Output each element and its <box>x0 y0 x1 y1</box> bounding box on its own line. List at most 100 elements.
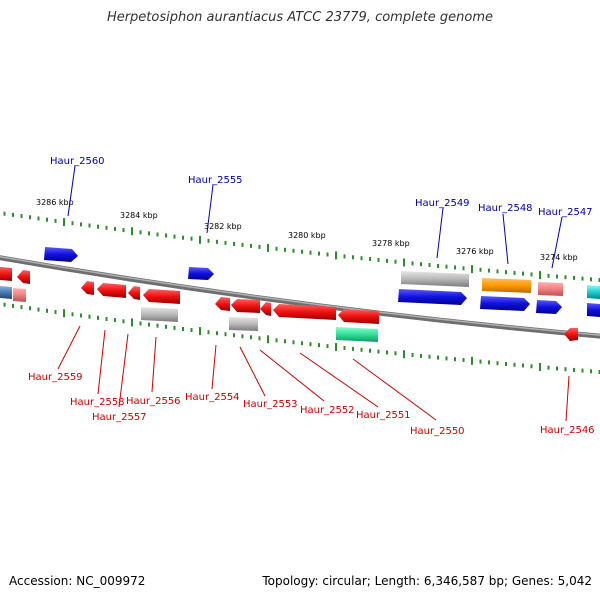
gene-label-haur-2550[interactable]: Haur_2550 <box>410 426 465 437</box>
outer-track-minor-tick <box>165 233 167 238</box>
leader-haur-2547 <box>551 216 563 269</box>
gene-box-haur-2547-region-lightred[interactable] <box>538 282 563 296</box>
gene-label-haur-2560[interactable]: Haur_2560 <box>50 156 105 167</box>
gene-arrow-red-edge-2[interactable] <box>17 270 30 284</box>
gene-label-haur-2547[interactable]: Haur_2547 <box>538 207 593 218</box>
inner-track-minor-tick <box>207 330 210 335</box>
leader-haur-2549 <box>436 207 444 259</box>
gene-label-haur-2548[interactable]: Haur_2548 <box>478 203 533 214</box>
outer-track-minor-tick <box>114 226 116 231</box>
gene-label-haur-2552[interactable]: Haur_2552 <box>300 405 355 416</box>
gene-box-haur-2553-region-gray[interactable] <box>229 317 258 331</box>
gene-arrow-haur-2555[interactable] <box>188 267 214 280</box>
reverse-gene-labels: Haur_2559 Haur_2558 Haur_2557 Haur_2556 … <box>28 325 595 437</box>
gene-arrow-haur-2553[interactable] <box>231 299 260 313</box>
inner-track-minor-tick <box>377 349 380 354</box>
gene-label-haur-2549[interactable]: Haur_2549 <box>415 198 470 209</box>
inner-track-minor-tick <box>301 341 303 346</box>
gene-arrow-haur-2547[interactable] <box>536 300 562 314</box>
gene-box-haur-2548-region-orange[interactable] <box>482 278 531 293</box>
inner-track-major-tick <box>267 335 269 344</box>
outer-track-minor-tick <box>326 252 329 257</box>
gene-label-haur-2546[interactable]: Haur_2546 <box>540 425 595 436</box>
outer-track-minor-tick <box>598 278 600 282</box>
inner-track-minor-tick <box>309 342 312 347</box>
gene-label-haur-2558[interactable]: Haur_2558 <box>70 397 125 408</box>
outer-track-minor-tick <box>71 221 74 226</box>
gene-label-haur-2559[interactable]: Haur_2559 <box>28 372 83 383</box>
outer-track-minor-tick <box>445 264 448 269</box>
outer-track-minor-tick <box>54 218 57 223</box>
gene-arrow-haur-2554[interactable] <box>215 297 230 311</box>
outer-track-minor-tick <box>139 230 142 235</box>
inner-track-minor-tick <box>80 313 82 318</box>
gene-arrow-haur-2548[interactable] <box>480 296 530 311</box>
outer-track-minor-tick <box>29 215 31 220</box>
gene-arrow-red-edge-1[interactable] <box>0 267 12 281</box>
gene-label-haur-2551[interactable]: Haur_2551 <box>356 410 411 421</box>
outer-track-minor-tick <box>301 249 303 254</box>
inner-track-minor-tick <box>352 346 354 351</box>
inner-track-minor-tick <box>496 361 499 366</box>
gene-box-lightred-edge[interactable] <box>13 288 26 302</box>
genome-backbone <box>0 255 600 339</box>
outer-track-minor-tick <box>522 271 524 276</box>
kbp-ticks-inner <box>3 302 600 374</box>
outer-track-major-tick <box>539 271 541 280</box>
gene-arrow-haur-2560[interactable] <box>44 247 78 262</box>
inner-track-minor-tick <box>369 348 371 353</box>
inner-track-minor-tick <box>505 362 507 366</box>
gene-label-haur-2555[interactable]: Haur_2555 <box>188 175 243 186</box>
outer-track-minor-tick <box>292 248 295 253</box>
leader-haur-2551 <box>299 352 379 408</box>
inner-track-minor-tick <box>88 314 91 319</box>
kbp-label-3286: 3286 kbp <box>36 198 74 207</box>
inner-track-major-tick <box>63 309 65 318</box>
gene-arrow-haur-2550[interactable] <box>338 309 379 324</box>
outer-track-minor-tick <box>547 273 550 278</box>
gene-arrow-haur-2557[interactable] <box>128 286 140 300</box>
forward-gene-labels: Haur_2560 Haur_2555 Haur_2549 Haur_2548 … <box>50 156 593 269</box>
gene-arrow-haur-2556[interactable] <box>143 289 180 304</box>
inner-track-minor-tick <box>292 340 295 345</box>
gene-label-haur-2556[interactable]: Haur_2556 <box>126 396 181 407</box>
inner-track-minor-tick <box>37 307 40 312</box>
genome-backbone-highlight <box>0 255 600 336</box>
gene-arrow-haur-2558[interactable] <box>97 283 126 298</box>
gene-arrow-haur-2559[interactable] <box>81 281 94 295</box>
gene-arrow-blue-edge[interactable] <box>587 303 600 317</box>
kbp-label-3278: 3278 kbp <box>372 239 410 248</box>
outer-track-minor-tick <box>20 214 23 219</box>
outer-track-minor-tick <box>80 222 82 227</box>
gene-arrow-haur-2546[interactable] <box>564 328 578 341</box>
gene-box-haur-2550-region-teal[interactable] <box>336 327 378 342</box>
gene-label-haur-2553[interactable]: Haur_2553 <box>243 399 298 410</box>
outer-track-minor-tick <box>564 275 567 280</box>
gene-arrow-haur-2551[interactable] <box>273 304 336 320</box>
outer-track-minor-tick <box>3 211 6 216</box>
inner-track-minor-tick <box>190 328 193 332</box>
gene-label-haur-2554[interactable]: Haur_2554 <box>185 392 240 403</box>
inner-track-minor-tick <box>139 321 142 326</box>
outer-track-minor-tick <box>590 277 592 282</box>
leader-haur-2555 <box>206 184 214 234</box>
leader-haur-2550 <box>352 358 437 421</box>
inner-track-minor-tick <box>173 325 176 330</box>
inner-track-minor-tick <box>318 343 320 348</box>
gene-box-haur-2549-region-gray[interactable] <box>401 271 469 287</box>
outer-track-minor-tick <box>437 263 439 268</box>
gene-box-cyan-edge[interactable] <box>587 285 600 299</box>
outer-track-major-tick <box>471 265 473 274</box>
inner-track-major-tick <box>539 363 541 371</box>
outer-track-major-tick <box>199 235 201 244</box>
outer-track-minor-tick <box>513 270 516 275</box>
inner-track-minor-tick <box>71 312 74 317</box>
outer-track-minor-tick <box>386 258 388 263</box>
kbp-label-3282: 3282 kbp <box>204 222 242 231</box>
gene-arrow-haur-2549[interactable] <box>398 289 467 305</box>
gene-box-haur-2556-region-gray[interactable] <box>141 307 178 322</box>
inner-track-major-tick <box>471 356 473 365</box>
gene-label-haur-2557[interactable]: Haur_2557 <box>92 412 147 423</box>
gene-arrow-haur-2552[interactable] <box>260 302 271 316</box>
gene-box-steel-edge[interactable] <box>0 286 12 299</box>
